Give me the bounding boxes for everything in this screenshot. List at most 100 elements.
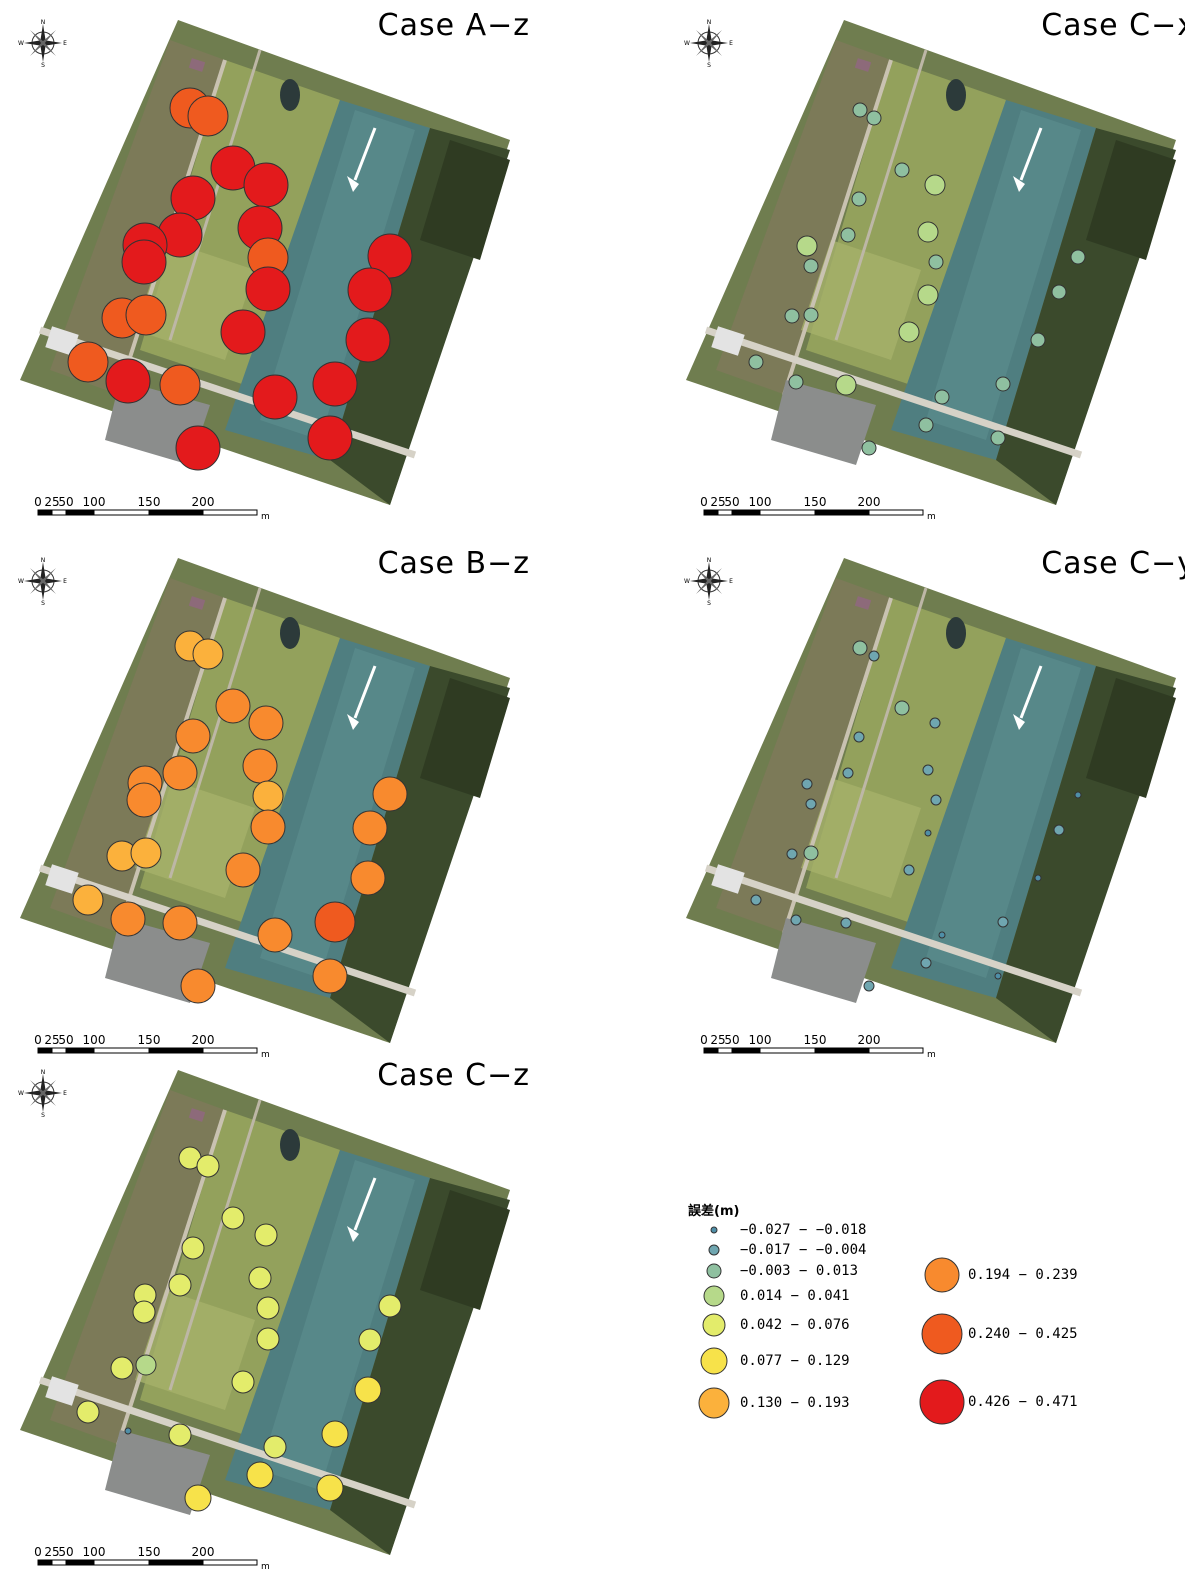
error-point [372,776,408,812]
legend-circle [700,1347,728,1375]
map-canvas [686,558,1176,1043]
panel-title: Case B−z [377,546,530,581]
legend-circle [708,1244,720,1256]
scale-segment [37,1559,53,1566]
error-point [245,266,291,312]
error-point [1053,824,1065,836]
sports-field [135,778,255,898]
scale-segment [814,509,870,516]
error-point [852,102,868,118]
sports-field [135,1290,255,1410]
scale-segment [759,509,816,516]
error-point [803,845,819,861]
error-point [312,958,348,994]
scale-tick-label: 50 [58,1033,73,1047]
error-point [378,1294,402,1318]
scale-tick-label: 150 [138,495,161,509]
compass-rose-icon: N S E W [18,1069,67,1118]
compass-label-w: W [18,578,24,585]
panel-title: Case C−y [1041,546,1185,581]
building [854,58,872,72]
map-panel-b-z: Case B−z N S E W 0 25 50 100 150 200 m [10,538,530,1058]
error-point [924,829,932,837]
panel-title: Case A−z [377,8,530,43]
legend-label: 0.426 − 0.471 [968,1394,1078,1410]
error-point [252,780,284,812]
error-points [748,102,1086,456]
error-point [250,809,286,845]
error-point [994,972,1002,980]
scale-segment [65,509,95,516]
scale-segment [65,1559,95,1566]
error-point [801,778,813,790]
farmland [716,40,891,395]
error-point [1051,284,1067,300]
scale-tick-label: 50 [58,495,73,509]
legend-symbol [688,1346,740,1376]
error-point [784,308,800,324]
legend-item: 0.077 − 0.129 [688,1346,850,1376]
forest-dark [420,140,510,260]
scale-tick-label: 25 [710,495,725,509]
parking-lot [771,918,876,1003]
compass-label-e: E [63,40,67,47]
legend-title: 誤差(m) [688,1204,740,1219]
legend-item: 0.426 − 0.471 [916,1378,1078,1426]
legend-circle [702,1313,726,1337]
path [168,587,262,879]
compass-label-s: S [707,62,711,68]
scale-segment [51,509,67,516]
legend-symbol [688,1225,740,1235]
error-point [76,1400,100,1424]
scale-tick-label: 50 [724,1033,739,1047]
building [854,596,872,610]
error-point [263,1435,287,1459]
error-point [920,957,932,969]
error-point [1070,249,1086,265]
path [834,587,928,879]
scale-unit: m [261,1050,270,1058]
scale-segment [703,1047,719,1054]
building [711,864,745,894]
scale-segment [717,1047,733,1054]
error-point [162,755,198,791]
error-point [861,440,877,456]
map-canvas [686,20,1176,505]
compass-label-n: N [41,557,46,564]
scale-unit: m [261,512,270,520]
scale-unit: m [261,1562,270,1570]
scale-segment [868,1047,924,1054]
error-point [803,307,819,323]
map-panel-c-x: Case C−x N S E W 0 25 50 100 150 200 m [676,0,1185,520]
legend-item: −0.027 − −0.018 [688,1222,866,1238]
pond [946,79,966,111]
scale-segment [814,1047,870,1054]
scale-segment [148,509,204,516]
farmland [716,578,891,933]
error-point [929,717,941,729]
river-highlight [260,648,415,978]
scale-segment [51,1559,67,1566]
error-point [168,1423,192,1447]
error-point [246,1461,274,1489]
forest-dark [1086,678,1176,798]
legend: 誤差(m) −0.027 − −0.018 −0.017 − −0.004 −0.0… [688,1200,1108,1440]
scale-tick-label: 100 [749,1033,772,1047]
error-point [248,1266,272,1290]
scale-tick-label: 200 [858,1033,881,1047]
error-point [788,374,804,390]
error-point [125,294,167,336]
pond [280,79,300,111]
compass-label-w: W [684,40,690,47]
legend-label: 0.240 − 0.425 [968,1326,1078,1342]
scale-segment [202,509,258,516]
flow-arrow [353,1177,377,1231]
scale-segment [93,1559,150,1566]
legend-item: 0.194 − 0.239 [916,1256,1078,1294]
sports-field [801,240,921,360]
compass-label-w: W [18,1090,24,1097]
map-canvas [20,1070,510,1555]
error-point [748,354,764,370]
